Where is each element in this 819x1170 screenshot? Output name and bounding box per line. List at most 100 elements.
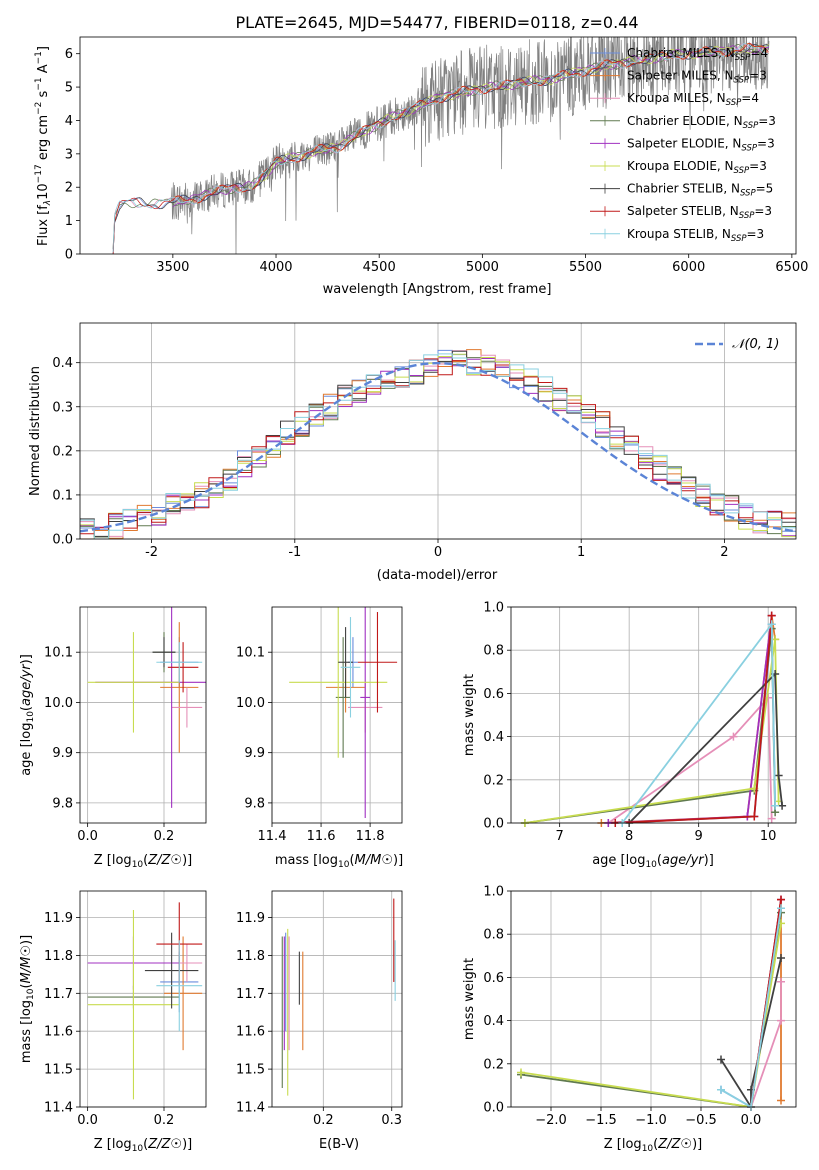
y-tick-label: 1 <box>65 214 73 229</box>
y-tick-label: 0.2 <box>483 1057 504 1072</box>
mass-weight-marker <box>777 977 785 986</box>
y-tick-label: 11.8 <box>44 949 73 964</box>
y-tick-label: 0.6 <box>483 971 504 986</box>
x-tick-label: 6000 <box>672 260 705 275</box>
cumulative-mass-metallicity-panel: −2.0 −1.5 −1.0 −0.5 0.0 0.0 0.2 0.4 0.6 0.8 1.0 mas… <box>462 885 797 1154</box>
mass-weight-marker <box>750 812 759 821</box>
axes-frame <box>79 606 207 824</box>
spectrum-panel: 3500 4000 4500 5000 5500 6000 6500 0 1 2 3 4 5 6 wavel… <box>34 36 808 297</box>
x-tick-label: 3500 <box>156 260 189 275</box>
y-tick-label: 0.2 <box>483 773 504 788</box>
x-tick-label: 4500 <box>363 260 396 275</box>
y-tick-label: 2 <box>65 181 73 196</box>
mass-weight-line <box>720 957 782 1107</box>
x-tick-label: 5000 <box>466 260 499 275</box>
model-spectrum-line <box>112 44 769 250</box>
x-tick-label: 11.8 <box>356 829 385 844</box>
legend-label: 𝒩(0, 1) <box>732 337 779 352</box>
y-tick-label: 0.4 <box>52 356 73 371</box>
y-tick-label: 3 <box>65 147 73 162</box>
legend-label: Salpeter MILES, NSSP=3 <box>627 69 767 86</box>
y-tick-label: 0.8 <box>483 928 504 943</box>
mass-weight-line <box>720 908 782 1107</box>
x-tick-label: 0.2 <box>154 829 175 844</box>
legend-label: Kroupa ELODIE, NSSP=3 <box>627 159 767 176</box>
y-tick-label: 9.9 <box>244 746 265 761</box>
y-tick-label: 10.0 <box>236 696 265 711</box>
mass-weight-marker <box>517 1068 525 1077</box>
y-tick-label: 11.5 <box>236 1063 265 1078</box>
y-tick-label: 11.6 <box>236 1025 265 1040</box>
x-tick-label: −1.0 <box>635 1113 667 1128</box>
mass-weight-marker <box>717 1085 725 1094</box>
x-tick-label: -2 <box>145 545 158 560</box>
x-tick-label: 0.2 <box>313 1113 334 1128</box>
x-tick-label: 11.4 <box>258 829 287 844</box>
y-tick-label: 5 <box>65 81 73 96</box>
y-tick-label: 11.9 <box>44 911 73 926</box>
x-tick-label: 4000 <box>259 260 292 275</box>
y-tick-label: 0.1 <box>52 488 73 503</box>
mass-weight-marker <box>767 620 776 629</box>
x-tick-label: 11.6 <box>307 829 336 844</box>
residuals-panel: -2 -1 0 1 2 0.0 0.1 0.2 0.3 0.4 𝒩(0, 1) (data-model… <box>28 322 797 583</box>
axes-frame <box>79 36 797 255</box>
normal-distribution-curve <box>80 361 796 533</box>
y-tick-label: 0.3 <box>52 400 73 415</box>
y-tick-label: 0.2 <box>52 444 73 459</box>
x-tick-label: 0.3 <box>381 1113 402 1128</box>
mass-weight-marker <box>767 611 776 620</box>
y-tick-label: 0.0 <box>483 817 504 832</box>
y-tick-label: 10.0 <box>44 696 73 711</box>
y-axis-label: mass weight <box>462 674 477 756</box>
axes-frame <box>510 606 797 824</box>
residual-histogram-line <box>80 353 796 539</box>
legend-label: Salpeter STELIB, NSSP=3 <box>627 204 772 221</box>
mass-vs-extinction-panel: 0.2 0.3 11.4 11.5 11.6 11.7 11.8 11.9 E(B-V) <box>236 890 403 1152</box>
mass-weight-marker <box>771 801 780 810</box>
y-tick-label: 11.4 <box>44 1101 73 1116</box>
y-tick-label: 9.9 <box>52 746 73 761</box>
x-axis-label: (data-model)/error <box>377 568 498 583</box>
mass-weight-line <box>615 624 776 823</box>
x-tick-label: 6500 <box>775 260 808 275</box>
mass-weight-line <box>520 923 782 1107</box>
cumulative-mass-age-panel: 7 8 9 10 0.0 0.2 0.4 0.6 0.8 1.0 mass weight age [l… <box>462 601 797 870</box>
model-spectrum-line <box>248 44 770 189</box>
x-tick-label: 1 <box>577 545 585 560</box>
figure-title: PLATE=2645, MJD=54477, FIBERID=0118, z=0… <box>235 13 638 32</box>
y-tick-label: 9.8 <box>244 796 265 811</box>
x-axis-label: age [log10(age/yr)] <box>592 853 714 870</box>
mass-weight-marker <box>777 1096 785 1105</box>
y-tick-label: 0.4 <box>483 1014 504 1029</box>
y-tick-label: 11.5 <box>44 1063 73 1078</box>
axes-frame <box>79 322 797 540</box>
x-axis-label: E(B-V) <box>319 1137 359 1152</box>
axes-frame <box>79 890 207 1108</box>
y-tick-label: 9.8 <box>52 796 73 811</box>
axes-frame <box>271 606 403 824</box>
observed-spectrum-line <box>170 37 770 254</box>
legend-label: Salpeter ELODIE, NSSP=3 <box>627 136 775 153</box>
x-tick-label: −0.5 <box>685 1113 717 1128</box>
y-tick-label: 11.7 <box>44 987 73 1002</box>
age-vs-mass-panel: 11.4 11.6 11.8 9.8 9.9 10.0 10.1 mass [log10(M/… <box>236 606 403 870</box>
model-spectrum-line <box>112 43 769 253</box>
mass-weight-line <box>628 671 783 823</box>
x-tick-label: 7 <box>556 829 564 844</box>
model-spectrum-line <box>172 45 769 208</box>
x-tick-label: -1 <box>288 545 301 560</box>
y-tick-label: 0.0 <box>52 533 73 548</box>
x-tick-label: 0.0 <box>77 1113 98 1128</box>
model-spectrum-line <box>112 43 769 254</box>
residual-histogram-line <box>80 358 796 539</box>
mass-weight-marker <box>777 1016 785 1025</box>
x-tick-label: 9 <box>695 829 703 844</box>
y-tick-label: 11.4 <box>236 1101 265 1116</box>
mass-weight-marker <box>777 953 785 962</box>
mass-weight-marker <box>774 771 783 780</box>
y-tick-label: 11.6 <box>44 1025 73 1040</box>
y-tick-label: 0.6 <box>483 687 504 702</box>
y-axis-label: mass [log10(M/M☉)] <box>19 935 36 1063</box>
